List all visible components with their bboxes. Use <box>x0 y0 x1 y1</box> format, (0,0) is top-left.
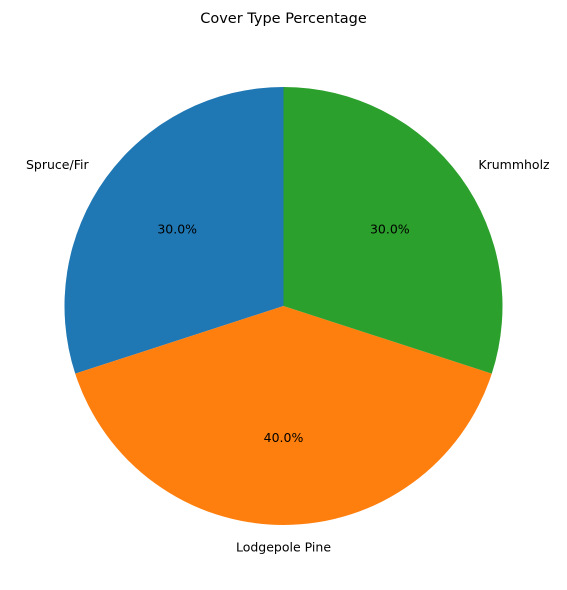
slice-label-lodgepole-pine: Lodgepole Pine <box>236 539 331 554</box>
percent-label-krummholz: 30.0% <box>370 221 410 236</box>
chart-title: Cover Type Percentage <box>200 11 367 27</box>
percent-label-spruce-fir: 30.0% <box>157 221 197 236</box>
slice-label-krummholz: Krummholz <box>478 157 550 172</box>
percent-label-lodgepole-pine: 40.0% <box>264 430 304 445</box>
pie-slices <box>64 87 503 525</box>
slice-label-spruce-fir: Spruce/Fir <box>26 157 89 172</box>
pie-slice-spruce-fir <box>64 87 284 374</box>
pie-slice-krummholz <box>283 87 503 374</box>
pie-labels: Spruce/Fir 30.0% Lodgepole Pine 40.0% Krummh… <box>26 157 550 554</box>
pie-slice-lodgepole-pine <box>75 306 492 525</box>
